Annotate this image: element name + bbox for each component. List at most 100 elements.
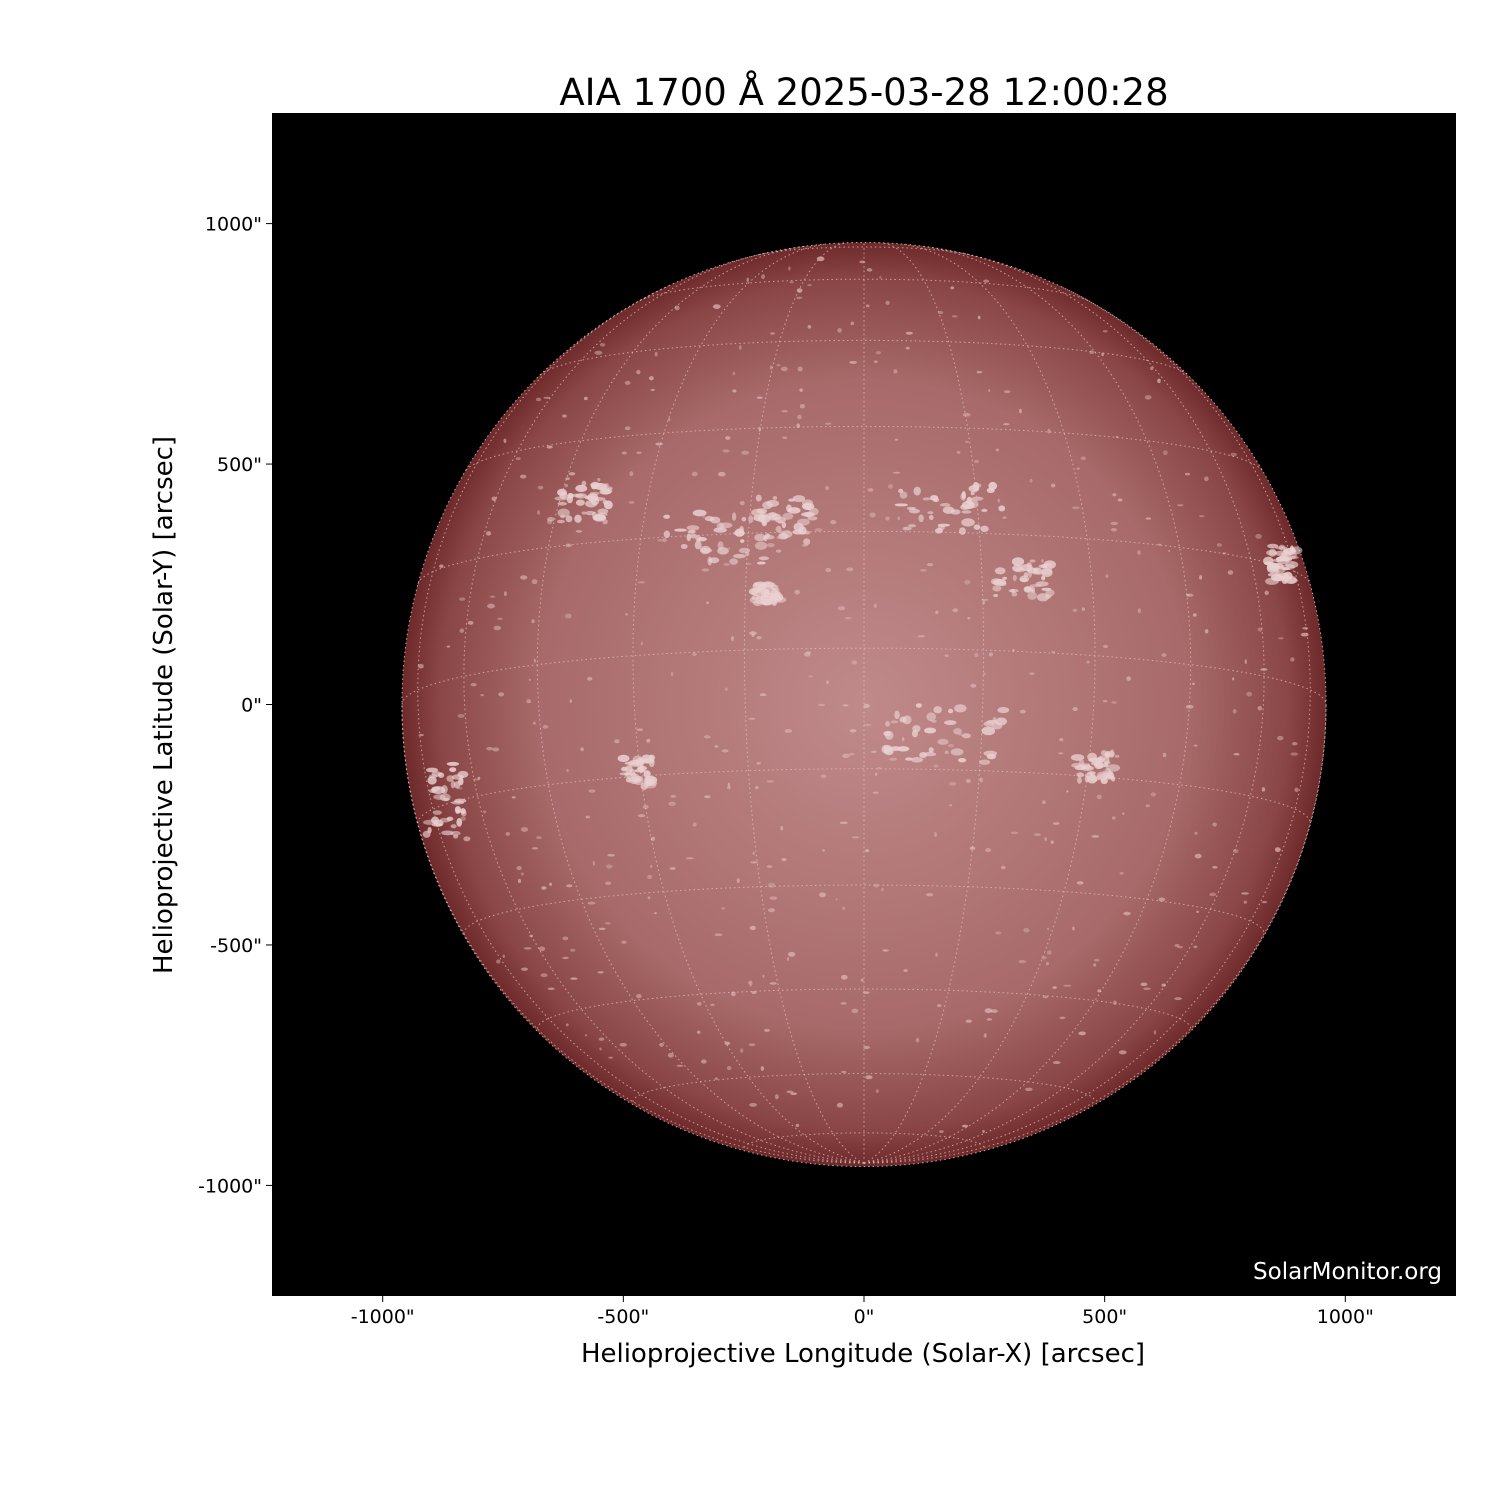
network-bright-point [1019, 408, 1022, 414]
plage-patch [939, 503, 951, 507]
network-bright-point [1052, 1061, 1061, 1064]
network-bright-point [1072, 608, 1077, 612]
network-bright-point [990, 1009, 998, 1013]
network-bright-point [766, 865, 773, 868]
plage-patch [942, 506, 955, 514]
network-bright-point [566, 884, 573, 888]
network-bright-point [782, 436, 788, 439]
plage-patch [704, 516, 715, 522]
network-bright-point [749, 925, 756, 931]
network-bright-point [714, 745, 719, 748]
network-bright-point [767, 882, 776, 888]
network-bright-point [1045, 962, 1049, 966]
network-bright-point [825, 485, 830, 491]
plage-patch [441, 830, 454, 836]
network-bright-point [1194, 831, 1198, 835]
plage-patch [807, 516, 818, 521]
network-bright-point [888, 484, 893, 489]
network-bright-point [949, 781, 957, 786]
network-bright-point [696, 1002, 702, 1006]
plage-patch [589, 491, 600, 496]
network-bright-point [873, 360, 878, 363]
network-bright-point [702, 515, 706, 518]
network-bright-point [547, 516, 555, 522]
plage-patch [1263, 556, 1274, 566]
network-bright-point [1199, 575, 1203, 580]
latitude-gridline [536, 988, 1192, 1029]
network-bright-point [520, 575, 528, 580]
network-bright-point [958, 733, 965, 736]
plage-patch [769, 594, 778, 601]
network-bright-point [760, 1066, 765, 1071]
network-bright-point [498, 692, 505, 697]
network-bright-point [564, 484, 568, 488]
plage-patch [1045, 589, 1055, 597]
plage-patch [958, 527, 966, 535]
latitude-gridline [401, 647, 1327, 705]
network-bright-point [1143, 987, 1151, 991]
plage-patch [454, 798, 467, 804]
network-bright-point [637, 581, 646, 584]
network-bright-point [1080, 456, 1087, 461]
network-bright-point [819, 892, 826, 898]
plage-patch [752, 600, 763, 607]
network-bright-point [1261, 901, 1268, 904]
network-bright-point [1290, 752, 1299, 756]
network-bright-point [724, 1041, 731, 1046]
network-bright-point [901, 737, 905, 742]
network-bright-point [1168, 549, 1171, 552]
network-bright-point [984, 1008, 993, 1014]
plage-patch [446, 775, 454, 782]
plage-patch [756, 561, 766, 565]
network-bright-point [701, 568, 710, 572]
plage-patch [732, 512, 737, 521]
network-bright-point [1277, 735, 1284, 741]
network-bright-point [769, 365, 773, 370]
plage-patch [1275, 546, 1288, 550]
x-tick-label: 0" [854, 1306, 875, 1328]
network-bright-point [636, 993, 642, 999]
plage-patch [687, 530, 696, 534]
plage-patch [995, 717, 1007, 726]
plage-patch [970, 491, 975, 496]
network-bright-point [977, 315, 981, 320]
plage-patch [924, 727, 937, 734]
network-bright-point [1091, 835, 1100, 838]
network-bright-point [889, 757, 897, 761]
plage-patch [663, 530, 670, 538]
network-bright-point [865, 1075, 873, 1080]
plage-patch [927, 511, 934, 515]
plage-patch [1272, 558, 1284, 563]
network-bright-point [721, 749, 729, 753]
network-bright-point [862, 991, 870, 994]
network-bright-point [704, 795, 711, 799]
network-bright-point [564, 613, 572, 619]
plage-patch [792, 495, 806, 503]
network-bright-point [1145, 517, 1152, 520]
plage-patch [603, 500, 613, 510]
network-bright-point [799, 403, 805, 409]
plage-patch [1275, 569, 1280, 578]
network-bright-point [759, 693, 767, 697]
plage-patch [803, 538, 811, 546]
network-bright-point [1050, 840, 1054, 844]
network-bright-point [1117, 498, 1123, 502]
network-bright-point [647, 874, 653, 880]
latitude-gridline [632, 1073, 1096, 1102]
network-bright-point [944, 750, 949, 755]
network-bright-point [570, 948, 576, 952]
plage-patch [708, 557, 720, 564]
network-bright-point [756, 396, 763, 399]
network-bright-point [1153, 1030, 1157, 1035]
network-bright-point [521, 967, 528, 971]
network-bright-point [788, 266, 791, 271]
network-bright-point [967, 616, 971, 620]
network-bright-point [982, 672, 986, 676]
network-bright-point [789, 281, 794, 284]
network-bright-point [983, 279, 990, 283]
network-bright-point [745, 563, 752, 566]
plage-patch [426, 767, 439, 773]
network-bright-point [1144, 395, 1152, 400]
network-bright-point [1102, 644, 1109, 649]
network-bright-point [1255, 534, 1262, 539]
